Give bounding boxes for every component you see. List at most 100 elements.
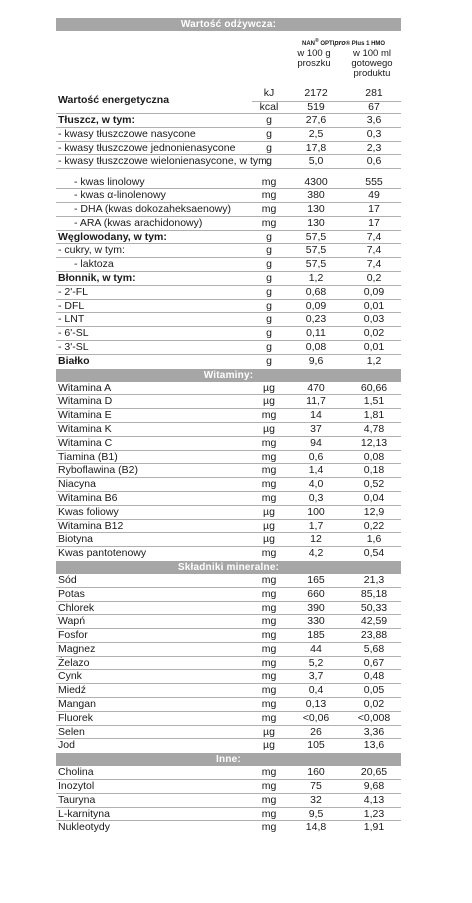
row-label: Tłuszcz, w tym: (58, 114, 136, 126)
row-value-per-100ml: 555 (365, 176, 383, 189)
row-unit: mg (261, 629, 277, 642)
column-header-line: w 100 ml (352, 48, 391, 59)
row-unit: mg (261, 176, 277, 189)
row-value-per-100g: 94 (310, 436, 322, 449)
row-label: Ryboflawina (B2) (58, 464, 138, 477)
table-row: Tłuszcz, w tym: g 27,6 3,6 (56, 114, 401, 128)
row-label: - 2'-FL (58, 285, 89, 298)
brand-suffix: ® Plus 1 HMO (345, 41, 386, 47)
row-unit: mg (261, 684, 277, 697)
row-value-per-100ml: 4,13 (363, 793, 385, 806)
table-row: Białko g 9,6 1,2 (56, 355, 401, 369)
row-value-per-100g: 330 (307, 615, 325, 628)
row-label: - 6'-SL (58, 327, 89, 340)
row-unit: g (266, 230, 272, 243)
row-label: - kwasy tłuszczowe nasycone (58, 127, 196, 140)
table-row: Cynk mg 3,7 0,48 (56, 670, 401, 685)
row-label: Błonnik, w tym: (58, 271, 136, 284)
table-row: Witamina B6 mg 0,3 0,04 (56, 492, 401, 506)
row-unit: g (266, 354, 272, 367)
row-label: Fluorek (58, 711, 94, 724)
row-value-per-100ml: 12,13 (360, 436, 388, 449)
brand-opti: OPTI (318, 41, 335, 47)
row-label: - LNT (58, 313, 85, 326)
row-value-per-100ml: 7,4 (366, 230, 382, 243)
row-unit: mg (261, 587, 277, 600)
row-value-per-100ml: 0,18 (363, 464, 385, 477)
row-value-per-100g: <0,06 (302, 711, 330, 724)
column-headers: w 100 g proszku w 100 ml gotowego produktu (56, 47, 401, 87)
row-value-per-100g: 0,11 (306, 327, 326, 340)
row-value-per-100g: 380 (307, 189, 325, 202)
energy-kj-unit: kJ (263, 87, 275, 99)
row-value-per-100ml: 0,54 (363, 547, 385, 560)
energy-kcal-per-100g: 519 (307, 100, 325, 113)
row-value-per-100ml: 85,18 (360, 587, 388, 600)
row-label: Witamina B12 (58, 519, 124, 532)
row-value-per-100g: 0,23 (305, 313, 327, 326)
row-value-per-100ml: 0,6 (366, 155, 382, 168)
column-header-line: proszku (297, 58, 331, 69)
row-unit: mg (261, 464, 277, 477)
row-label: Tauryna (58, 793, 96, 806)
row-unit: mg (261, 202, 277, 215)
row-value-per-100ml: 3,36 (363, 725, 385, 738)
row-value-per-100ml: <0,008 (357, 711, 391, 724)
table-row: Potas mg 660 85,18 (56, 588, 401, 602)
row-value-per-100g: 0,3 (308, 491, 324, 504)
table-row: Inozytol mg 75 9,68 (56, 780, 401, 794)
row-label: Kwas pantotenowy (58, 547, 147, 560)
row-label: - kwasy tłuszczowe jednonienasycone (58, 141, 236, 154)
row-value-per-100g: 390 (307, 601, 325, 614)
row-value-per-100g: 57,5 (305, 230, 327, 243)
row-unit: g (266, 340, 272, 353)
row-value-per-100ml: 0,01 (363, 299, 385, 312)
row-value-per-100g: 105 (307, 739, 325, 752)
row-value-per-100ml: 60,66 (360, 381, 388, 394)
row-value-per-100g: 4300 (304, 176, 328, 189)
table-row: Tiamina (B1) mg 0,6 0,08 (56, 451, 401, 465)
row-value-per-100ml: 23,88 (360, 629, 388, 642)
row-value-per-100g: 32 (310, 793, 322, 806)
row-label: Sód (58, 573, 77, 586)
row-value-per-100g: 4,2 (308, 547, 324, 560)
table-row: Błonnik, w tym: g 1,2 0,2 (56, 272, 401, 286)
row-value-per-100g: 11,7 (306, 395, 326, 408)
table-row: Kwas pantotenowy mg 4,2 0,54 (56, 547, 401, 561)
table-row: Biotyna µg 12 1,6 (56, 533, 401, 548)
row-label: Niacyna (58, 478, 96, 491)
row-value-per-100g: 5,0 (308, 155, 324, 168)
table-row: Nukleotydy mg 14,8 1,91 (56, 821, 401, 835)
row-unit: g (266, 141, 272, 154)
row-value-per-100g: 130 (307, 202, 325, 215)
row-value-per-100ml: 5,68 (363, 642, 385, 655)
row-value-per-100ml: 7,4 (366, 258, 382, 271)
table-row: - kwasy tłuszczowe wielonienasycone, w t… (56, 155, 401, 170)
energy-kj-per-100ml: 281 (365, 87, 383, 99)
table-row: Witamina C mg 94 12,13 (56, 437, 401, 451)
row-unit: g (266, 327, 272, 340)
row-value-per-100ml: 0,02 (363, 327, 385, 340)
row-value-per-100ml: 17 (368, 216, 380, 229)
row-value-per-100g: 44 (310, 642, 322, 655)
row-value-per-100g: 2,5 (308, 127, 324, 140)
row-value-per-100ml: 12,9 (363, 505, 385, 518)
row-unit: g (266, 114, 272, 126)
row-value-per-100ml: 0,04 (363, 491, 385, 504)
table-row: Cholina mg 160 20,65 (56, 766, 401, 781)
row-value-per-100ml: 1,81 (363, 409, 385, 422)
row-unit: mg (261, 478, 277, 491)
table-row: Kwas foliowy µg 100 12,9 (56, 506, 401, 520)
row-value-per-100ml: 1,23 (363, 807, 385, 820)
row-value-per-100g: 1,7 (308, 519, 324, 532)
row-value-per-100ml: 0,08 (363, 450, 385, 463)
table-row: - 3'-SL g 0,08 0,01 (56, 341, 401, 355)
row-label: Białko (58, 354, 90, 367)
table-row: Witamina D µg 11,7 1,51 (56, 395, 401, 410)
table-row: Niacyna mg 4,0 0,52 (56, 478, 401, 492)
row-unit: g (266, 271, 272, 284)
row-value-per-100ml: 50,33 (360, 601, 388, 614)
row-unit: mg (261, 216, 277, 229)
row-unit: µg (263, 422, 275, 435)
row-label: Jod (58, 739, 75, 752)
